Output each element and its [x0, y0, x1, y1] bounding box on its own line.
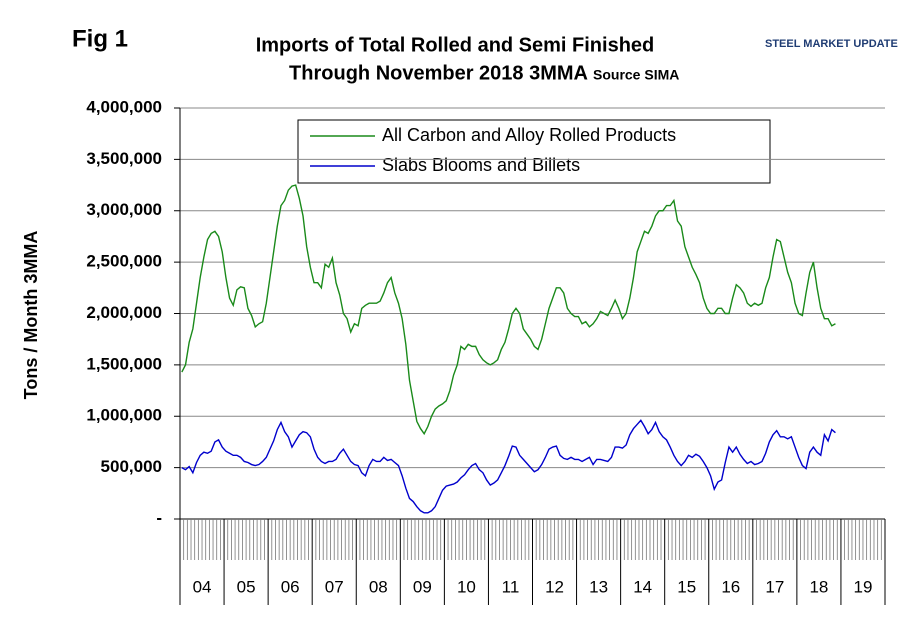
figure-label: Fig 1 — [72, 25, 128, 52]
y-tick-label: 3,500,000 — [86, 149, 162, 168]
x-tick-label: 15 — [677, 577, 696, 596]
x-tick-label: 12 — [545, 577, 564, 596]
y-tick-label: 3,000,000 — [86, 200, 162, 219]
x-tick-label: 11 — [502, 577, 520, 596]
legend-box — [297, 119, 771, 184]
logo: STEEL MARKET UPDATE — [765, 38, 898, 50]
y-tick-label: - — [156, 508, 162, 527]
legend-label: All Carbon and Alloy Rolled Products — [382, 125, 676, 145]
x-tick-label: 07 — [325, 577, 344, 596]
y-tick-label: 2,000,000 — [86, 303, 162, 322]
y-tick-label: 2,500,000 — [86, 252, 162, 271]
x-tick-label: 09 — [413, 577, 432, 596]
y-tick-label: 500,000 — [101, 457, 162, 476]
y-tick-label: 1,500,000 — [86, 354, 162, 373]
x-tick-label: 06 — [281, 577, 300, 596]
chart-title: Imports of Total Rolled and Semi Finishe… — [256, 34, 655, 56]
x-tick-label: 18 — [809, 577, 828, 596]
legend: All Carbon and Alloy Rolled Products Slab… — [297, 119, 771, 184]
series-line — [181, 419, 836, 514]
y-axis-label: Tons / Month 3MMA — [21, 231, 41, 400]
x-tick-label: 08 — [369, 577, 388, 596]
x-tick-label: 13 — [589, 577, 608, 596]
x-tick-label: 10 — [457, 577, 476, 596]
source: Source SIMA — [593, 67, 679, 83]
y-tick-label: 1,000,000 — [86, 406, 162, 425]
x-tick-label: 19 — [854, 577, 873, 596]
x-tick-label: 04 — [193, 577, 212, 596]
series-line — [181, 184, 836, 436]
legend-label: Slabs Blooms and Billets — [382, 155, 580, 175]
x-tick-label: 14 — [633, 577, 652, 596]
x-tick-label: 16 — [721, 577, 740, 596]
x-tick-label: 17 — [765, 577, 784, 596]
y-tick-label: 4,000,000 — [86, 97, 162, 116]
chart-subtitle: Through November 2018 3MMA — [289, 62, 588, 84]
x-tick-label: 05 — [237, 577, 256, 596]
